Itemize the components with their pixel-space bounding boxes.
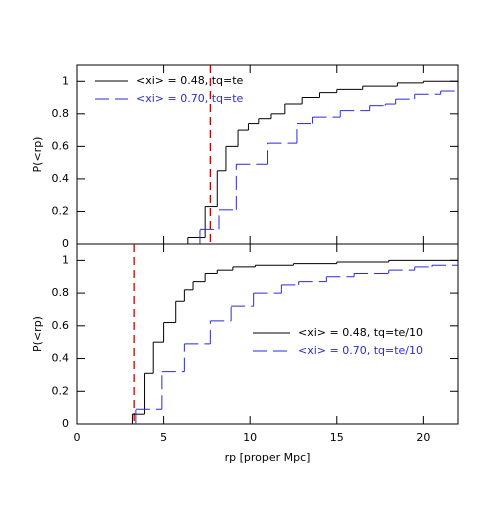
y-tick-label: 1 <box>62 74 69 87</box>
plot-frame <box>76 243 459 425</box>
y-tick-label: 0 <box>62 237 69 250</box>
y-axis-label: P(<rp) <box>31 137 44 173</box>
y-tick-label: 0.2 <box>52 384 70 397</box>
y-tick-label: 1 <box>62 253 69 266</box>
x-tick-label: 15 <box>330 431 344 444</box>
x-tick-label: 20 <box>416 431 430 444</box>
y-tick-label: 0.6 <box>52 139 70 152</box>
legend-label: <xi> = 0.48, tq=te/10 <box>298 326 423 339</box>
x-axis-label: rp [proper Mpc] <box>225 451 311 464</box>
legend-label: <xi> = 0.70, tq=te <box>136 92 244 105</box>
x-tick-label: 5 <box>160 431 167 444</box>
y-tick-label: 0 <box>62 417 69 430</box>
y-tick-label: 0.4 <box>52 172 70 185</box>
x-tick-label: 10 <box>243 431 257 444</box>
y-tick-label: 0.6 <box>52 319 70 332</box>
legend-label: <xi> = 0.70, tq=te/10 <box>298 344 423 357</box>
x-tick-label: 0 <box>74 431 81 444</box>
y-tick-label: 0.8 <box>52 107 70 120</box>
y-axis-label: P(<rp) <box>31 316 44 352</box>
legend-label: <xi> = 0.48, tq=te <box>136 74 244 87</box>
y-tick-label: 0.2 <box>52 204 70 217</box>
y-tick-label: 0.4 <box>52 352 70 365</box>
y-tick-label: 0.8 <box>52 286 70 299</box>
